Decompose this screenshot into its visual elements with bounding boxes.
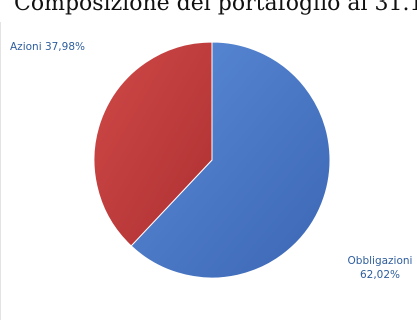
chart-border — [0, 22, 1, 320]
pie-slice-azioni — [93, 41, 213, 247]
pie-slices — [93, 41, 331, 279]
data-labels: Obbligazioni 62,02% Azioni 37,98% — [10, 41, 412, 281]
data-label-obbligazioni: Obbligazioni 62,02% — [348, 255, 413, 281]
data-label-azioni: Azioni 37,98% — [10, 41, 85, 53]
pie-slice-obbligazioni — [130, 41, 331, 279]
chart-title: Composizione del portafoglio al 31.12 — [14, 0, 417, 16]
